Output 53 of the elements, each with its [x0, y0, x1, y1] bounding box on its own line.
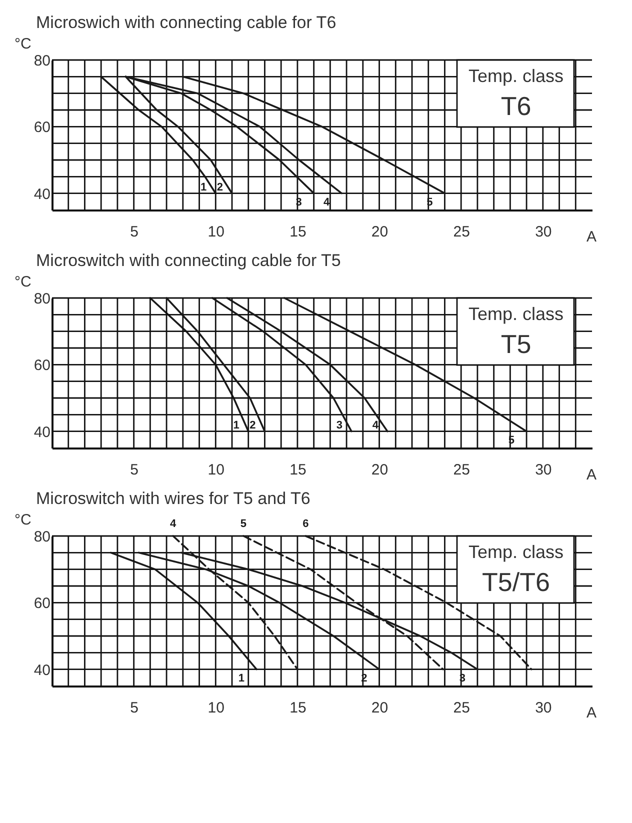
x-tick-label: 10	[208, 462, 224, 478]
annotation: T6	[500, 91, 532, 121]
x-axis-title: A	[586, 704, 596, 722]
series-label: 4	[324, 196, 331, 208]
x-tick-label: 15	[290, 462, 306, 478]
y-tick-label: 60	[34, 357, 50, 374]
series-label: 1	[238, 672, 245, 684]
y-tick-label: 40	[34, 186, 50, 203]
annotation: Temp. class	[468, 66, 564, 86]
y-tick-label: 40	[34, 424, 50, 441]
x-axis-title: A	[586, 466, 596, 484]
chart-title: Microswich with connecting cable for T6	[36, 13, 336, 32]
x-tick-label: 15	[290, 224, 306, 240]
annotation: Temp. class	[468, 542, 564, 562]
x-tick-label: 5	[130, 224, 138, 240]
y-axis-title: °C	[14, 36, 32, 52]
chart-title: Microswitch with connecting cable for T5	[36, 251, 341, 270]
y-tick-label: 40	[34, 662, 50, 679]
x-axis-title: A	[586, 228, 596, 246]
y-tick-label: 60	[34, 119, 50, 136]
annotation: T5	[500, 329, 532, 359]
x-tick-label: 10	[208, 700, 224, 716]
x-tick-label: 15	[290, 700, 306, 716]
y-axis-title: °C	[14, 274, 32, 290]
chart-title: Microswitch with wires for T5 and T6	[36, 489, 310, 508]
annotation: Temp. class	[468, 304, 564, 324]
x-tick-label: 5	[130, 462, 138, 478]
series-label: 2	[250, 419, 256, 432]
x-tick-label: 20	[371, 700, 388, 716]
series-label: 1	[200, 181, 207, 194]
x-tick-label: 10	[208, 224, 224, 240]
series-label: 6	[302, 518, 309, 530]
y-tick-label: 80	[34, 528, 50, 546]
series-label: 4	[170, 518, 178, 530]
x-tick-label: 25	[453, 700, 470, 716]
x-tick-label: 30	[535, 700, 552, 716]
x-tick-label: 30	[535, 462, 552, 478]
y-tick-label: 80	[34, 290, 50, 308]
series-label: 5	[240, 518, 247, 530]
y-axis-title: °C	[14, 512, 32, 528]
x-tick-label: 30	[535, 224, 552, 240]
x-tick-label: 25	[453, 462, 470, 478]
y-tick-label: 80	[34, 52, 50, 70]
x-tick-label: 20	[371, 462, 388, 478]
series-label: 1	[233, 419, 240, 432]
x-tick-label: 25	[453, 224, 470, 240]
x-tick-label: 5	[130, 700, 138, 716]
annotation: T5/T6	[482, 567, 550, 597]
x-tick-label: 20	[371, 224, 388, 240]
series-label: 3	[336, 419, 342, 432]
series-label: 2	[216, 181, 223, 194]
y-tick-label: 60	[34, 595, 50, 612]
series-label: 4	[372, 419, 380, 432]
